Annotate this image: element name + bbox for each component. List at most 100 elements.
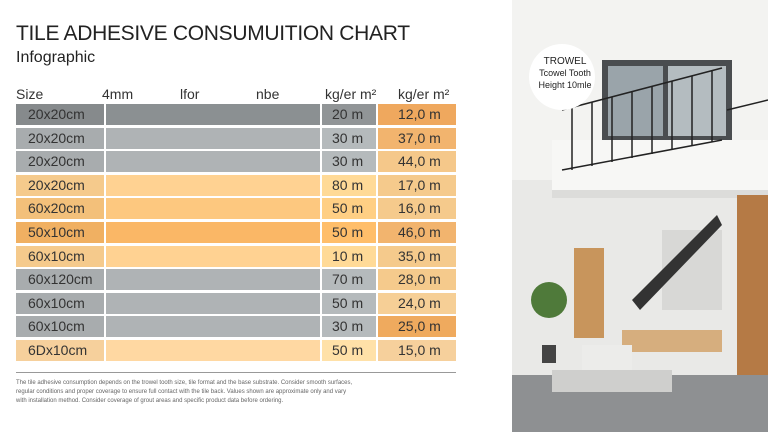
table-row: 50x10cm 50 m 46,0 m [16, 222, 456, 243]
cell-bg [106, 269, 320, 291]
cell-bg [378, 340, 456, 361]
cell-bg [106, 340, 320, 361]
value-cell: 35,0 m [398, 247, 441, 264]
cell-bg [378, 127, 456, 149]
cell-bg [322, 174, 376, 196]
value-cell: 24,0 m [398, 294, 441, 311]
size-cell: 60x120cm [28, 271, 93, 288]
table-row: 60x20cm 50 m 16,0 m [16, 198, 456, 220]
cell-bg [16, 151, 104, 173]
cell-bg [378, 245, 456, 267]
value-cell: 50 m [332, 342, 364, 358]
table-row: 60x120cm 70 m 28,0 m [16, 269, 456, 291]
column-header: lfor [180, 86, 200, 102]
badge-line: Height 10mle [538, 80, 592, 90]
size-cell: 60x10cm [28, 318, 85, 335]
cell-bg [378, 151, 456, 173]
size-cell: 50x10cm [28, 224, 85, 240]
value-cell: 30 m [332, 129, 364, 146]
cell-bg [106, 104, 320, 125]
cell-bg [16, 269, 104, 291]
cell-bg [378, 269, 456, 291]
cell-bg [106, 316, 320, 338]
value-cell: 50 m [332, 294, 364, 311]
size-cell: 60x20cm [28, 200, 85, 217]
value-cell: 16,0 m [398, 200, 441, 217]
cell-bg [16, 340, 104, 361]
cell-bg [16, 245, 104, 267]
footer-line: The tile adhesive consumption depends on… [16, 380, 353, 386]
cell-bg [16, 316, 104, 338]
value-cell: 44,0 m [398, 153, 441, 170]
cell-bg [16, 174, 104, 196]
cell-bg [16, 127, 104, 149]
cell-bg [106, 174, 320, 196]
table-row: 20x20cm 80 m 17,0 m [16, 174, 456, 196]
value-cell: 50 m [332, 224, 364, 240]
badge-line: Tcowel Tooth [539, 68, 591, 78]
table-row: 60x10cm 30 m 25,0 m [16, 316, 456, 338]
value-cell: 10 m [332, 247, 364, 264]
cell-bg [16, 292, 104, 314]
value-cell: 20 m [332, 106, 364, 122]
column-header: kg/er m² [398, 86, 450, 102]
cell-bg [322, 127, 376, 149]
column-header: kg/er m² [325, 86, 377, 102]
cell-bg [322, 198, 376, 220]
column-header: Size [16, 86, 44, 102]
table-row: 6Dx10cm 50 m 15,0 m [16, 340, 456, 361]
photo [512, 0, 768, 432]
value-cell: 12,0 m [398, 106, 441, 122]
cell-bg [322, 245, 376, 267]
column-header: 4mm [102, 86, 134, 102]
value-cell: 46,0 m [398, 224, 441, 240]
footer-line: regular conditions and proper coverage t… [16, 389, 347, 395]
cell-bg [322, 222, 376, 243]
cell-bg [322, 269, 376, 291]
value-cell: 17,0 m [398, 176, 441, 193]
cell-bg [322, 151, 376, 173]
divider [16, 372, 456, 373]
title: TILE ADHESIVE CONSUMUITION CHART [16, 22, 410, 45]
cell-bg [16, 198, 104, 220]
value-cell: 30 m [332, 153, 364, 170]
cell-bg [322, 340, 376, 361]
table-row: 60x10cm 50 m 24,0 m [16, 292, 456, 314]
cell-bg [378, 104, 456, 125]
value-cell: 30 m [332, 318, 364, 335]
cell-bg [322, 316, 376, 338]
column-header: nbe [256, 86, 280, 102]
size-cell: 60x10cm [28, 247, 85, 264]
size-cell: 20x20cm [28, 106, 85, 122]
size-cell: 20x20cm [28, 153, 85, 170]
table-row: 60x10cm 10 m 35,0 m [16, 245, 456, 267]
value-cell: 80 m [332, 176, 364, 193]
cell-bg [106, 198, 320, 220]
cell-bg [378, 316, 456, 338]
badge-line: TROWEL [543, 56, 587, 67]
footer-line: with installation method. Consider cover… [16, 398, 284, 404]
cell-bg [322, 292, 376, 314]
cell-bg [16, 104, 104, 125]
table-row: 20x20cm 20 m 12,0 m [16, 104, 456, 125]
size-cell: 20x20cm [28, 129, 85, 146]
table-row: 20x20cm 30 m 44,0 m [16, 151, 456, 173]
cell-bg [378, 292, 456, 314]
value-cell: 15,0 m [398, 342, 441, 358]
subtitle: Infographic [16, 49, 96, 66]
size-cell: 20x20cm [28, 176, 85, 193]
cell-bg [106, 292, 320, 314]
cell-bg [106, 127, 320, 149]
cell-bg [378, 198, 456, 220]
cell-bg [106, 151, 320, 173]
value-cell: 37,0 m [398, 129, 441, 146]
value-cell: 28,0 m [398, 271, 441, 288]
cell-bg [322, 104, 376, 125]
cell-bg [106, 222, 320, 243]
cell-bg [378, 222, 456, 243]
cell-bg [106, 245, 320, 267]
size-cell: 6Dx10cm [28, 342, 88, 358]
cell-bg [16, 222, 104, 243]
size-cell: 60x10cm [28, 294, 85, 311]
